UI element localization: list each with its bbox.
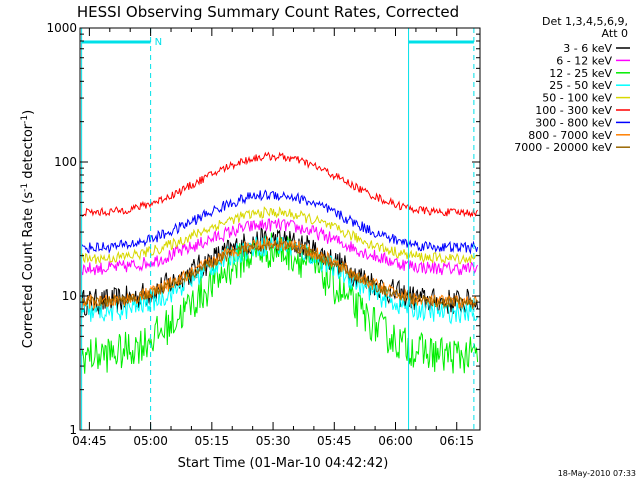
series-line-4 [81,206,478,265]
series-line-8 [81,240,478,309]
y-tick-label: 1 [69,423,77,437]
series-line-6 [81,189,479,255]
y-tick-label: 100 [54,155,77,169]
x-tick-label: 05:45 [317,434,352,448]
legend-label: 3 - 6 keV [563,42,612,55]
y-axis-label: Corrected Count Rate (s-1 detector-1) [20,110,36,348]
footer-timestamp: 18-May-2010 07:33 [558,469,636,478]
legend-label: 800 - 7000 keV [528,129,612,142]
y-axis-ticks: 1 10 100 1000 [46,21,480,437]
saa-marker-label: N [155,37,162,48]
x-tick-label: 06:00 [378,434,413,448]
y-tick-label: 1000 [46,21,77,35]
y-tick-label: 10 [62,289,77,303]
x-tick-label: 04:45 [72,434,107,448]
legend-label: 7000 - 20000 keV [514,141,612,154]
series-line-1 [81,218,479,276]
plot-frame [79,27,481,431]
legend-header-line-1: Det 1,3,4,5,6,9, [542,15,628,28]
chart-title: HESSI Observing Summary Count Rates, Cor… [77,3,459,21]
x-tick-label: 06:15 [439,434,474,448]
x-axis-label: Start Time (01-Mar-10 04:42:42) [178,456,389,471]
series-line-5 [81,151,479,218]
x-tick-label: 05:00 [133,434,168,448]
series-line-7 [81,236,478,311]
legend-label: 50 - 100 keV [542,92,612,105]
x-tick-label: 05:15 [195,434,230,448]
x-tick-label: 05:30 [256,434,291,448]
saa-markers: N [81,28,475,430]
legend-label: 100 - 300 keV [535,104,612,117]
legend-header-line-2: Att 0 [602,27,628,40]
legend-label: 300 - 800 keV [535,116,612,129]
x-axis-ticks: 04:45 05:00 05:15 05:30 05:45 06:00 06:15 [72,28,474,448]
legend-label: 25 - 50 keV [549,79,612,92]
legend-label: 12 - 25 keV [549,67,612,80]
plot-series [81,151,479,374]
legend-label: 6 - 12 keV [556,54,612,67]
